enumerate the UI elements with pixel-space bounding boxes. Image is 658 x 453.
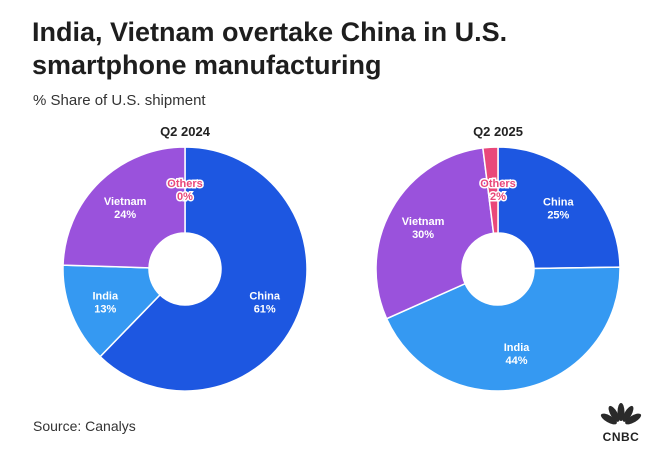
slice-india [385,266,621,392]
chart-subtitle: % Share of U.S. shipment [33,92,206,109]
slice-label-others: Others [480,178,515,190]
cnbc-logo: CNBC [596,402,646,446]
slice-label-china: China [249,290,280,302]
slice-label-vietnam: Vietnam [402,216,445,228]
slice-label-india: India [504,342,531,354]
chart-title: India, Vietnam overtake China in U.S. sm… [32,17,508,80]
slice-value-india: 44% [506,355,528,367]
slice-label-india: India [92,290,119,302]
slice-china [99,146,308,392]
slice-label-vietnam: Vietnam [104,196,147,208]
slice-value-china: 25% [547,210,569,222]
slice-value-vietnam: 24% [114,209,136,221]
source-note: Source: Canalys [33,418,136,434]
slice-vietnam [62,146,186,269]
slice-value-india: 13% [94,303,116,315]
slice-value-others: 0% [177,191,193,203]
slice-label-others: Others [167,178,202,190]
slice-value-vietnam: 30% [412,229,434,241]
donut-chart-q2-2024: Q2 2024 China 61% India 13% Vietnam 24% Others… [55,124,315,394]
slice-vietnam [375,147,495,320]
slice-india [62,264,162,358]
slice-label-china: China [543,197,574,209]
slice-value-others: 2% [490,191,506,203]
donut-chart-q2-2025: Q2 2025 China 25% India 44% Vietnam 30% Others… [368,124,628,394]
peacock-icon [600,403,642,425]
logo-text: CNBC [602,430,640,444]
slice-value-china: 61% [254,303,276,315]
slice-others [482,146,499,235]
donut-title: Q2 2025 [473,124,523,139]
donut-title: Q2 2024 [160,124,210,139]
slice-china [497,146,621,270]
